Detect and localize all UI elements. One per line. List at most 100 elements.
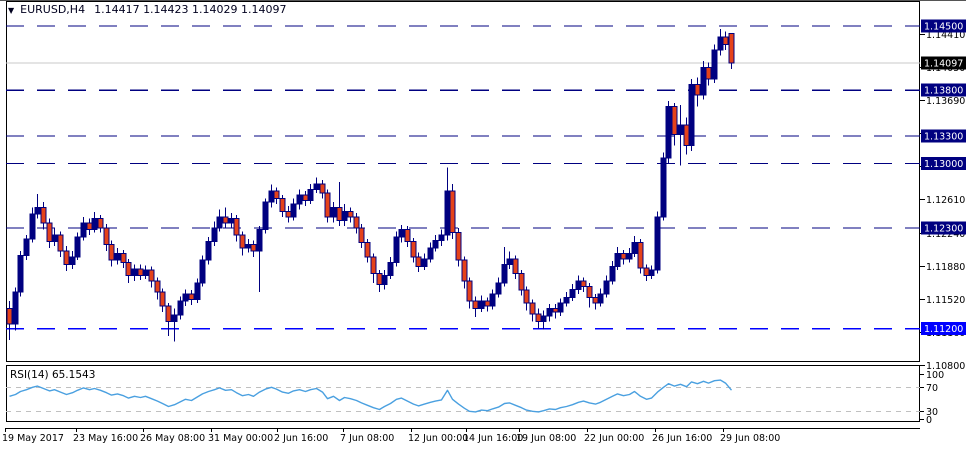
bull-candle (256, 229, 263, 252)
bear-candle (410, 241, 417, 258)
bear-candle (683, 124, 690, 146)
bull-candle (91, 218, 98, 231)
bull-candle (631, 242, 638, 255)
bull-candle (177, 300, 184, 316)
symbol-dropdown-icon[interactable]: ▼ (8, 6, 15, 15)
price-level-label-box (921, 19, 966, 33)
bear-candle (455, 231, 462, 261)
ohlc-values: 1.14417 1.14423 1.14029 1.14097 (94, 3, 287, 16)
bear-candle (86, 222, 93, 231)
bull-candle (626, 253, 633, 260)
bull-candle (194, 282, 201, 300)
time-tick-label: 19 May 2017 (2, 433, 64, 444)
bull-candle (51, 234, 58, 243)
bull-candle (290, 203, 297, 218)
bear-candle (552, 308, 559, 313)
bear-candle (6, 308, 13, 325)
bull-candle (575, 280, 582, 290)
price-level-label: 1.13300 (924, 132, 963, 143)
bear-candle (358, 227, 365, 244)
bull-candle (182, 293, 189, 302)
bear-candle (336, 207, 343, 221)
bull-candle (114, 253, 121, 261)
bear-candle (40, 207, 47, 224)
bear-candle (484, 300, 491, 307)
bull-candle (654, 216, 661, 271)
price-pane-border (6, 1, 920, 362)
bull-candle (603, 280, 610, 295)
bull-candle (296, 194, 303, 205)
bull-candle (557, 302, 564, 313)
bear-candle (273, 190, 280, 199)
bull-candle (489, 293, 496, 307)
bear-candle (370, 256, 377, 275)
time-tick-label: 2 Jun 16:00 (274, 433, 328, 444)
rsi-line (9, 379, 733, 413)
bull-candle (23, 238, 30, 256)
bull-candle (501, 264, 508, 284)
bear-candle (523, 289, 530, 304)
bear-candle (239, 234, 246, 249)
bear-candle (285, 210, 292, 218)
price-level-label-box (921, 129, 966, 143)
current-price-label: 1.14097 (924, 58, 963, 69)
bull-candle (307, 188, 314, 201)
bull-candle (700, 66, 707, 96)
bear-candle (461, 259, 468, 282)
price-level-label: 1.12300 (924, 223, 963, 234)
bull-candle (17, 254, 24, 293)
bull-candle (711, 49, 718, 80)
time-tick-label: 7 Jun 08:00 (340, 433, 394, 444)
bull-candle (569, 288, 576, 299)
bull-candle (427, 247, 434, 260)
bear-candle (279, 197, 286, 212)
price-level-label-box (921, 157, 966, 171)
bull-candle (432, 240, 439, 249)
bear-candle (415, 256, 422, 267)
bear-candle (46, 222, 53, 243)
bull-candle (398, 229, 405, 238)
bear-candle (637, 242, 644, 269)
bull-candle (131, 268, 138, 277)
bear-candle (512, 258, 519, 275)
bear-candle (302, 194, 309, 201)
bull-candle (80, 222, 87, 238)
bear-candle (154, 280, 161, 293)
bull-candle (211, 227, 218, 243)
time-tick-label: 29 Jun 08:00 (720, 433, 780, 444)
bull-candle (563, 297, 570, 304)
bull-candle (69, 256, 76, 266)
price-level-label: 1.13000 (924, 159, 963, 170)
bear-candle (404, 229, 411, 243)
symbol-period-label: EURUSD,H4 (20, 3, 86, 16)
price-level-label: 1.13800 (924, 86, 963, 97)
bull-candle (74, 236, 81, 258)
bull-candle (506, 258, 513, 266)
bear-candle (159, 291, 166, 307)
bull-candle (228, 218, 235, 224)
bear-candle (188, 293, 195, 300)
time-tick-label: 14 Jun 16:00 (463, 433, 523, 444)
bull-candle (717, 36, 724, 51)
bear-candle (592, 297, 599, 304)
bull-candle (393, 236, 400, 264)
bear-candle (222, 216, 229, 224)
time-tick-label: 22 Jun 00:00 (584, 433, 644, 444)
rsi-scale-label: 70 (926, 383, 938, 394)
bull-candle (609, 265, 616, 282)
bear-candle (103, 227, 110, 245)
bear-candle (364, 242, 371, 258)
bear-candle (376, 273, 383, 286)
bull-candle (262, 201, 269, 231)
bull-candle (597, 293, 604, 304)
price-level-label-box (921, 322, 966, 336)
bear-candle (643, 267, 650, 277)
current-price-label-box (921, 56, 966, 70)
price-level-label-box (921, 83, 966, 97)
bear-candle (63, 250, 70, 266)
price-level-label: 1.11200 (924, 324, 963, 335)
bear-candle (165, 305, 172, 322)
rsi-indicator-label: RSI(14) 65.1543 (10, 369, 96, 381)
